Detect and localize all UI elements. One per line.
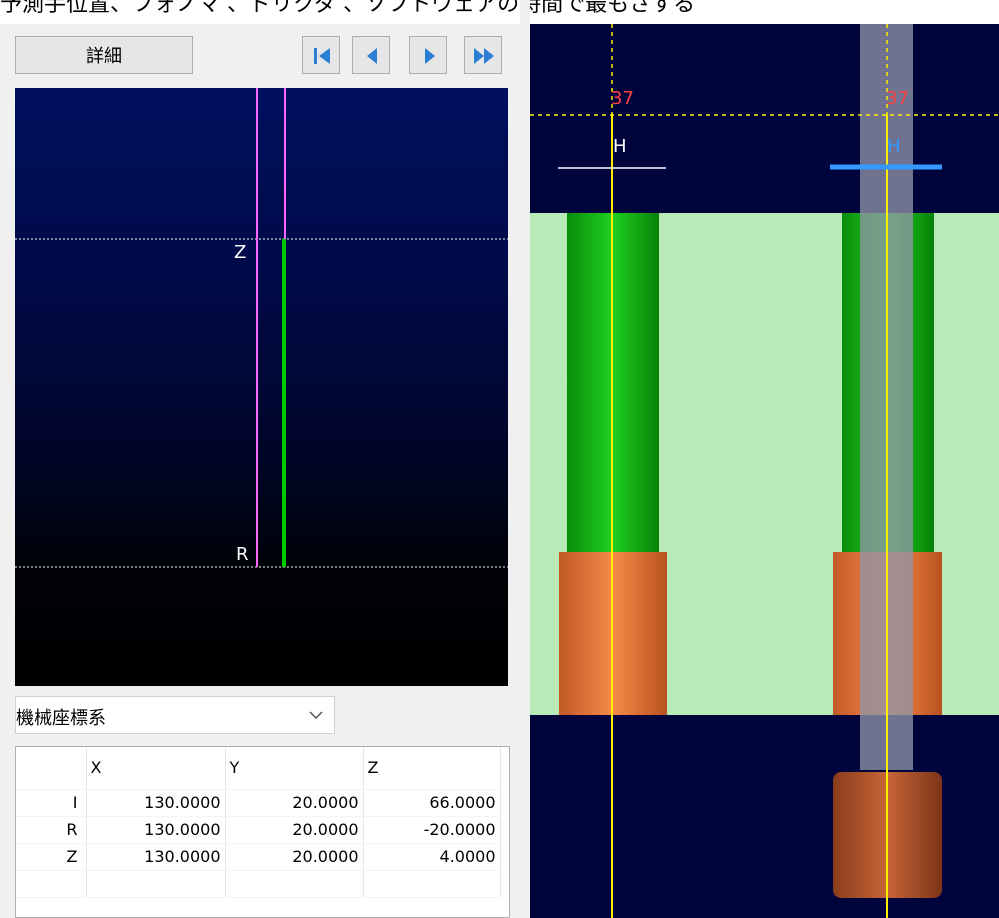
table-row[interactable]: Z 130.0000 20.0000 4.0000 [16,843,501,871]
row-label: Z [16,843,87,871]
z-value: -20.0000 [363,816,501,844]
next-icon [425,48,435,64]
y-value: 20.0000 [225,843,364,871]
row-label: R [16,816,87,844]
first-icon [314,48,330,64]
z-value: 4.0000 [363,843,501,871]
side-view[interactable]: 37 37 H H [530,24,999,918]
header-cell-blank [16,747,87,790]
table-row[interactable]: I 130.0000 20.0000 66.0000 [16,789,501,817]
prev-icon [367,48,377,64]
r-label: R [236,544,249,565]
y-value: 20.0000 [225,789,364,817]
caption-text: 予測手位置、フォノマ 、ドリクダ 、ソフトウェアの時間で最もさする [0,0,696,14]
h-label-left: H [613,136,627,157]
coordinate-table: X Y Z I 130.0000 20.0000 66.0000 R 130.0… [15,746,510,918]
prev-button[interactable] [352,36,390,74]
row-label: I [16,789,87,817]
header-cell-x: X [86,747,226,790]
next-button[interactable] [409,36,447,74]
table-row-empty [16,870,501,898]
header-cell-z: Z [363,747,501,790]
height-label-left: 37 [611,88,634,109]
detail-button[interactable]: 詳細 [15,36,193,74]
side-view-canvas: 37 37 H H [530,24,999,918]
coordinate-system-select[interactable]: 機械座標系 [15,696,335,734]
last-icon [474,48,494,64]
y-value: 20.0000 [225,816,364,844]
panel-splitter[interactable] [520,0,530,918]
left-panel: 詳細 Z R 機械座標系 [0,24,520,918]
first-button[interactable] [302,36,340,74]
x-value: 130.0000 [86,789,226,817]
z-label: Z [234,242,246,263]
table-header-row: X Y Z [16,747,501,790]
height-label-right: 37 [886,88,909,109]
last-button[interactable] [464,36,502,74]
toolpath-view[interactable]: Z R [15,88,508,686]
coordinate-system-value: 機械座標系 [16,708,106,729]
h-label-right: H [887,136,901,157]
header-cell-y: Y [225,747,364,790]
z-value: 66.0000 [363,789,501,817]
table-row[interactable]: R 130.0000 20.0000 -20.0000 [16,816,501,844]
x-value: 130.0000 [86,843,226,871]
toolpath-canvas: Z R [15,88,508,568]
x-value: 130.0000 [86,816,226,844]
chevron-down-icon [309,711,323,720]
